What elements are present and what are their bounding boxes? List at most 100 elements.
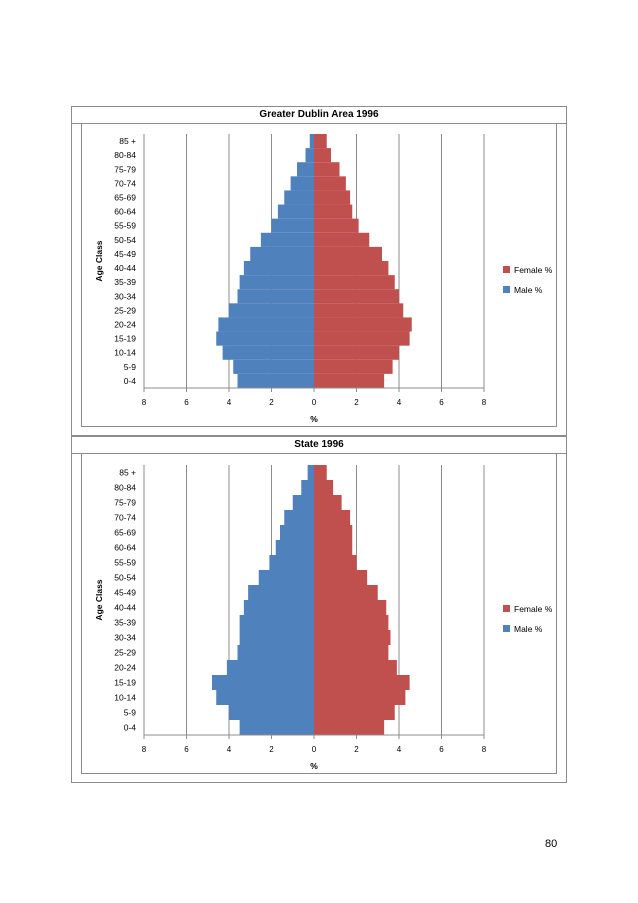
category-label: 15-19 <box>114 334 136 344</box>
page-number: 80 <box>545 838 558 850</box>
male-bar <box>229 705 314 720</box>
female-bar <box>314 540 353 555</box>
male-bar <box>309 134 314 149</box>
male-bar <box>239 720 314 735</box>
x-tick-label: 2 <box>269 398 274 407</box>
category-label: 55-59 <box>114 221 136 231</box>
female-bar <box>314 720 385 735</box>
chart-panel-state: State 1996 0-4 5-9 10-14 15-19 20-24 25-29 30-… <box>71 436 567 783</box>
chart-title: Greater Dublin Area 1996 <box>72 107 566 124</box>
legend-swatch-female <box>503 266 510 273</box>
category-label: 45-49 <box>114 588 136 598</box>
female-bar <box>314 176 346 191</box>
male-bar <box>243 600 314 615</box>
female-bar <box>314 317 412 332</box>
category-label: 40-44 <box>114 603 136 613</box>
female-bar <box>314 359 393 374</box>
category-label: 20-24 <box>114 320 136 330</box>
population-pyramid-state: 0-4 5-9 10-14 15-19 20-24 25-29 30-34 35-39 40-4… <box>94 465 553 771</box>
category-label: 25-29 <box>114 305 136 315</box>
female-bar <box>314 690 406 705</box>
male-bar <box>275 540 314 555</box>
x-tick-label: 8 <box>482 745 487 754</box>
female-bar <box>314 162 340 177</box>
category-label: 60-64 <box>114 207 136 217</box>
female-bar <box>314 345 399 360</box>
male-bar <box>290 176 314 191</box>
chart-panel-dublin: Greater Dublin Area 1996 0-4 5-9 10-14 15-1… <box>71 106 567 436</box>
category-label: 60-64 <box>114 543 136 553</box>
category-label: 70-74 <box>114 178 136 188</box>
category-label: 50-54 <box>114 573 136 583</box>
category-label: 40-44 <box>114 263 136 273</box>
category-label: 0-4 <box>124 723 137 733</box>
female-bar <box>314 615 389 630</box>
female-bar <box>314 261 389 276</box>
male-bar <box>277 204 314 219</box>
male-bar <box>307 465 314 480</box>
legend-label-male: Male % <box>514 624 543 634</box>
category-label: 65-69 <box>114 193 136 203</box>
plot-frame <box>81 453 557 774</box>
male-bar <box>239 630 314 645</box>
x-tick-label: 6 <box>184 398 189 407</box>
legend-label-female: Female % <box>514 604 553 614</box>
category-label: 55-59 <box>114 558 136 568</box>
x-axis-title: % <box>310 414 318 424</box>
x-tick-label: 8 <box>142 398 147 407</box>
x-tick-label: 2 <box>269 745 274 754</box>
male-bar <box>233 359 314 374</box>
male-bar <box>229 303 314 318</box>
female-bar <box>314 289 399 304</box>
category-label: 75-79 <box>114 164 136 174</box>
male-bar <box>237 289 314 304</box>
category-label: 10-14 <box>114 693 136 703</box>
y-axis-title: Age Class <box>94 579 104 620</box>
x-tick-label: 4 <box>227 398 232 407</box>
female-bar <box>314 555 357 570</box>
female-bar <box>314 645 389 660</box>
category-label: 20-24 <box>114 663 136 673</box>
male-bar <box>260 232 314 247</box>
category-label: 0-4 <box>124 376 137 386</box>
male-bar <box>222 345 314 360</box>
female-bar <box>314 600 387 615</box>
male-bar <box>297 162 314 177</box>
female-bar <box>314 303 404 318</box>
category-label: 65-69 <box>114 528 136 538</box>
male-bar <box>218 317 314 332</box>
male-bar <box>271 218 314 233</box>
male-bar <box>226 660 314 675</box>
x-tick-label: 4 <box>397 745 402 754</box>
x-tick-label: 6 <box>439 398 444 407</box>
male-bar <box>243 261 314 276</box>
x-tick-label: 4 <box>227 745 232 754</box>
female-bar <box>314 495 342 510</box>
x-tick-label: 0 <box>312 745 317 754</box>
female-bar <box>314 630 391 645</box>
male-bar <box>301 480 314 495</box>
x-tick-label: 6 <box>184 745 189 754</box>
category-label: 50-54 <box>114 235 136 245</box>
x-tick-label: 2 <box>354 745 359 754</box>
legend-swatch-male <box>503 625 510 632</box>
x-tick-label: 6 <box>439 745 444 754</box>
category-label: 80-84 <box>114 483 136 493</box>
category-label: 75-79 <box>114 498 136 508</box>
female-bar <box>314 148 331 163</box>
chart-title: State 1996 <box>72 437 566 454</box>
legend-swatch-male <box>503 286 510 293</box>
female-bar <box>314 190 351 205</box>
male-bar <box>237 373 314 388</box>
male-bar <box>216 690 314 705</box>
category-label: 5-9 <box>124 708 137 718</box>
category-label: 70-74 <box>114 513 136 523</box>
male-bar <box>239 615 314 630</box>
category-label: 85 + <box>119 468 136 478</box>
legend-label-male: Male % <box>514 285 543 295</box>
male-bar <box>248 585 314 600</box>
female-bar <box>314 331 410 346</box>
male-bar <box>284 510 314 525</box>
category-label: 35-39 <box>114 618 136 628</box>
category-label: 35-39 <box>114 277 136 287</box>
